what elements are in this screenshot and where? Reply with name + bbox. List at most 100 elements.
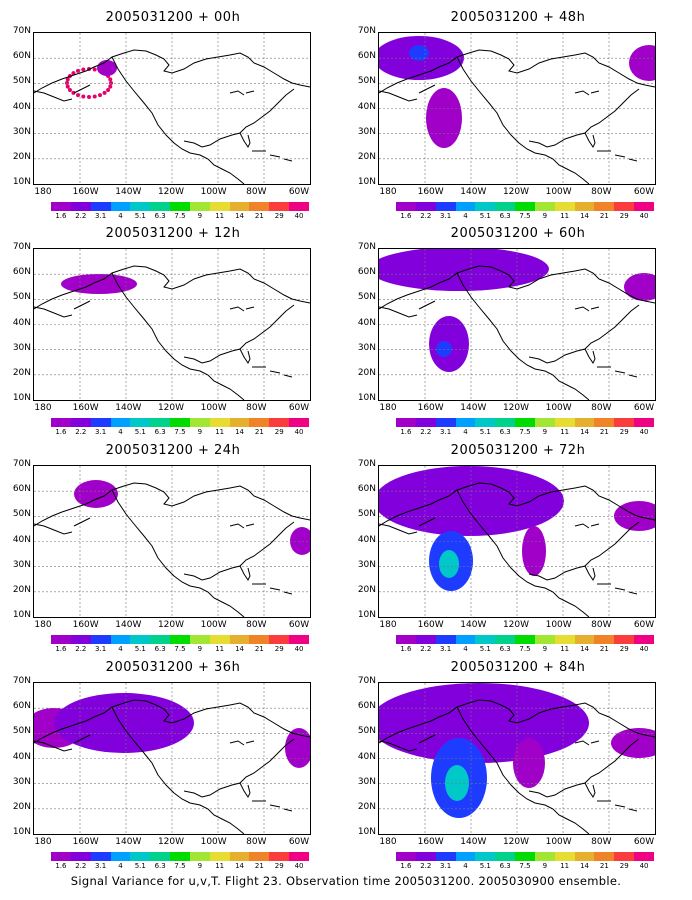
colorbar [51, 418, 309, 427]
lon-tick-label: 60W [633, 620, 655, 630]
colorbar-swatch [110, 635, 131, 644]
coastline [34, 265, 310, 310]
colorbar-label: 5.1 [479, 212, 491, 220]
lat-tick-label: 10N [357, 177, 376, 187]
observation-points [65, 60, 117, 99]
coastline [379, 482, 655, 527]
lat-tick-label: 10N [12, 393, 31, 403]
colorbar-swatch [189, 852, 210, 861]
colorbar-label: 2.2 [420, 212, 432, 220]
colorbar-swatch [614, 202, 635, 211]
lat-tick-label: 20N [357, 367, 376, 378]
lon-tick-label: 180 [34, 620, 52, 630]
colorbar-swatch [435, 635, 456, 644]
colorbar-swatch [455, 202, 476, 211]
colorbar-label: 29 [619, 212, 629, 220]
lat-tick-label: 10N [12, 177, 31, 187]
variance-plume [74, 480, 118, 508]
map-plot [33, 465, 311, 618]
lon-tick-label: 60W [288, 403, 310, 413]
lon-tick-label: 180 [34, 187, 52, 197]
colorbar-label: 2.2 [75, 645, 87, 653]
colorbar-swatch [229, 418, 250, 427]
colorbar-swatch [435, 852, 456, 861]
colorbar-label: 2.2 [420, 645, 432, 653]
variance-plume [61, 274, 137, 294]
colorbar-label: 21 [599, 862, 609, 870]
lat-tick-label: 60N [12, 51, 31, 62]
colorbar-label: 3.1 [440, 862, 452, 870]
lat-tick-label: 60N [12, 267, 31, 278]
lon-tick-label: 80W [591, 403, 612, 413]
coastline [252, 366, 293, 378]
lat-tick-label: 30N [12, 126, 31, 137]
coastline [183, 88, 295, 148]
colorbar-swatch [455, 852, 476, 861]
coastline [456, 706, 590, 834]
coastline [584, 565, 596, 581]
lon-tick-label: 160W [417, 620, 444, 630]
lat-tick-label: 60N [12, 484, 31, 495]
coastline [229, 523, 255, 529]
map-svg [34, 249, 310, 400]
colorbar-swatch [534, 418, 555, 427]
coastline [252, 800, 293, 812]
coastline [252, 583, 293, 595]
lon-tick-label: 140W [115, 837, 142, 847]
variance-plume [624, 273, 655, 301]
coastline [379, 84, 436, 102]
colorbar-swatch [170, 852, 190, 861]
map-plot [378, 682, 656, 835]
colorbar-swatch [634, 852, 654, 861]
coastline [574, 90, 600, 96]
variance-plume [379, 249, 549, 291]
colorbar-swatch [475, 418, 496, 427]
lon-tick-label: 100W [545, 187, 572, 197]
colorbar-label: 7.5 [519, 428, 531, 436]
colorbar-label: 11 [560, 645, 570, 653]
lon-tick-label: 60W [288, 837, 310, 847]
lat-tick-label: 60N [357, 267, 376, 278]
coastline [229, 90, 255, 96]
lon-tick-label: 60W [288, 620, 310, 630]
colorbar-label: 11 [560, 862, 570, 870]
colorbar-label: 14 [235, 212, 244, 220]
lon-tick-label: 140W [460, 620, 487, 630]
lon-tick-label: 180 [379, 403, 397, 413]
colorbar-swatch [574, 418, 595, 427]
lon-tick-label: 180 [379, 187, 397, 197]
coastline [229, 740, 255, 746]
lon-tick-label: 60W [633, 187, 655, 197]
colorbar-swatch [269, 852, 290, 861]
colorbar-swatch [435, 202, 456, 211]
lon-tick-label: 80W [246, 403, 267, 413]
lon-tick-label: 80W [591, 187, 612, 197]
variance-plume [629, 45, 655, 81]
colorbar [51, 852, 309, 861]
lat-tick-label: 30N [12, 559, 31, 570]
colorbar-swatch [249, 635, 270, 644]
panel-title: 2005031200 + 60h [450, 226, 586, 241]
colorbar-label: 21 [254, 428, 264, 436]
colorbar-swatch [495, 418, 516, 427]
colorbar-label: 5.1 [479, 862, 491, 870]
colorbar-label: 5.1 [134, 212, 146, 220]
lat-tick-label: 10N [12, 610, 31, 620]
colorbar-label: 21 [254, 645, 264, 653]
colorbar-label: 5.1 [479, 645, 491, 653]
colorbar-swatch [554, 418, 575, 427]
colorbar-swatch [110, 202, 131, 211]
colorbar-label: 6.3 [499, 862, 511, 870]
colorbar-swatch [515, 202, 535, 211]
colorbar-label: 1.6 [55, 212, 67, 220]
coastline [34, 482, 310, 527]
colorbar-label: 5.1 [134, 428, 146, 436]
colorbar-label: 3.1 [440, 645, 452, 653]
colorbar-label: 29 [619, 645, 629, 653]
colorbar-swatch [70, 418, 91, 427]
lon-tick-label: 180 [379, 837, 397, 847]
coastline [379, 265, 655, 310]
coastline [574, 523, 600, 529]
colorbar-swatch [209, 852, 230, 861]
panel-title: 2005031200 + 48h [450, 10, 586, 25]
